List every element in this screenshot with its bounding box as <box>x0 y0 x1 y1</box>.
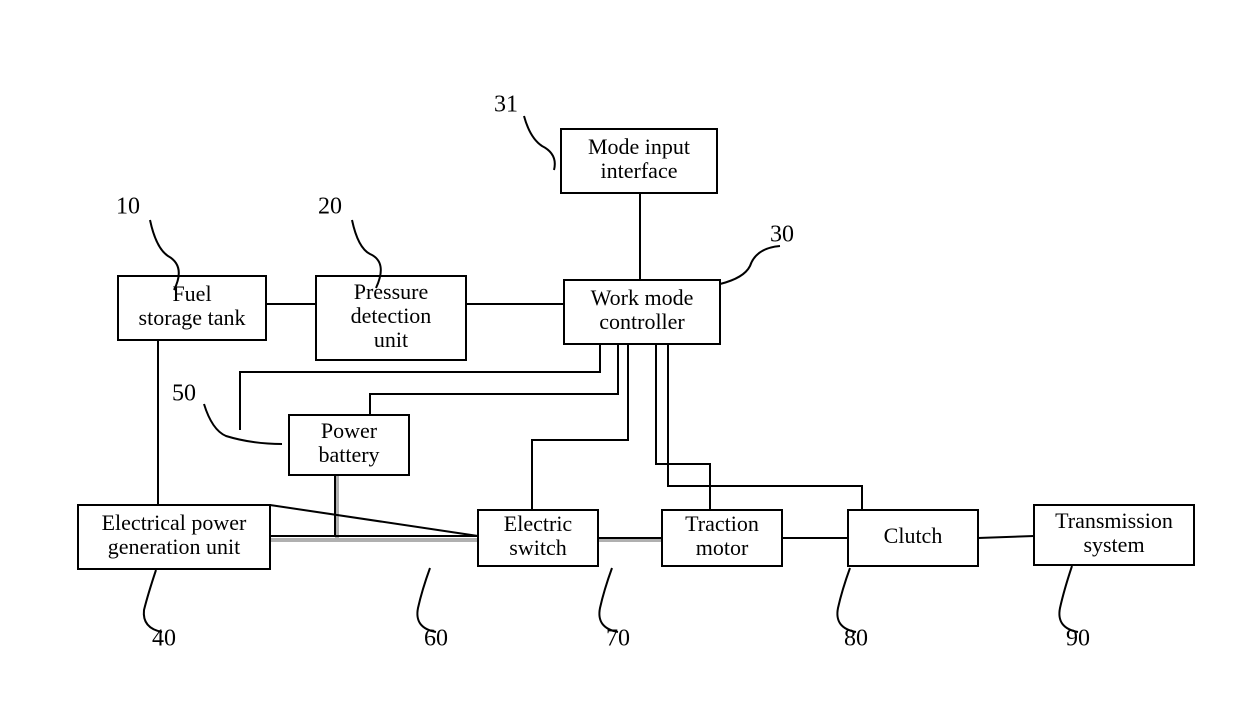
ref-50-number: 50 <box>172 381 196 407</box>
gen-label: generation unit <box>108 534 241 559</box>
mode-block: Work modecontroller <box>564 280 720 344</box>
ref-31-squiggle <box>524 116 555 170</box>
ref-80: 80 <box>837 568 868 652</box>
motor-block: Tractionmotor <box>662 510 782 566</box>
fuel-label: storage tank <box>139 305 246 330</box>
ref-40-number: 40 <box>152 626 176 652</box>
clutch-block: Clutch <box>848 510 978 566</box>
ref-80-number: 80 <box>844 626 868 652</box>
batt-label: Power <box>321 418 378 443</box>
trans-label: system <box>1083 532 1144 557</box>
mode-label: controller <box>599 309 685 334</box>
motor-label: Traction <box>685 511 759 536</box>
sw-block: Electricswitch <box>478 510 598 566</box>
ref-70: 70 <box>599 568 630 652</box>
ref-31: 31 <box>494 92 555 171</box>
ref-60-squiggle <box>417 568 436 632</box>
ref-50: 50 <box>172 381 282 445</box>
ref-90-squiggle <box>1059 566 1078 632</box>
ref-30-squiggle <box>720 246 780 284</box>
ref-70-squiggle <box>599 568 618 632</box>
trans-label: Transmission <box>1055 508 1173 533</box>
iface-block: Mode inputinterface <box>561 129 717 193</box>
signal-line <box>978 536 1034 538</box>
trans-block: Transmissionsystem <box>1034 505 1194 565</box>
ref-20: 20 <box>318 194 381 289</box>
blocks: Fuelstorage tank Pressuredetectionunit Wor… <box>78 129 1194 569</box>
signal-line <box>532 344 628 510</box>
ref-90: 90 <box>1059 566 1090 652</box>
ref-80-squiggle <box>837 568 856 632</box>
iface-label: interface <box>601 158 678 183</box>
gray-connections <box>270 475 662 540</box>
gen-label: Electrical power <box>102 510 247 535</box>
ref-60-number: 60 <box>424 626 448 652</box>
press-block: Pressuredetectionunit <box>316 276 466 360</box>
iface-label: Mode input <box>588 134 690 159</box>
ref-31-number: 31 <box>494 92 518 118</box>
press-label: unit <box>374 327 408 352</box>
ref-70-number: 70 <box>606 626 630 652</box>
clutch-label: Clutch <box>884 523 943 548</box>
ref-50-squiggle <box>204 404 282 444</box>
block-diagram: Fuelstorage tank Pressuredetectionunit Wor… <box>0 0 1240 719</box>
ref-60: 60 <box>417 568 448 652</box>
ref-90-number: 90 <box>1066 626 1090 652</box>
press-label: Pressure <box>354 279 429 304</box>
batt-block: Powerbattery <box>289 415 409 475</box>
signal-line <box>270 505 478 536</box>
press-label: detection <box>351 303 432 328</box>
fuel-label: Fuel <box>172 281 211 306</box>
black-connections <box>158 193 1034 538</box>
ref-40: 40 <box>144 570 176 652</box>
fuel-block: Fuelstorage tank <box>118 276 266 340</box>
gen-block: Electrical powergeneration unit <box>78 505 270 569</box>
motor-label: motor <box>696 535 749 560</box>
signal-line <box>668 344 862 510</box>
sw-label: switch <box>509 535 566 560</box>
ref-40-squiggle <box>144 570 162 632</box>
ref-30-number: 30 <box>770 222 794 248</box>
mode-label: Work mode <box>591 285 694 310</box>
ref-30: 30 <box>720 222 794 285</box>
ref-20-number: 20 <box>318 194 342 220</box>
sw-label: Electric <box>504 511 573 536</box>
batt-label: battery <box>318 442 379 467</box>
ref-10-number: 10 <box>116 194 140 220</box>
